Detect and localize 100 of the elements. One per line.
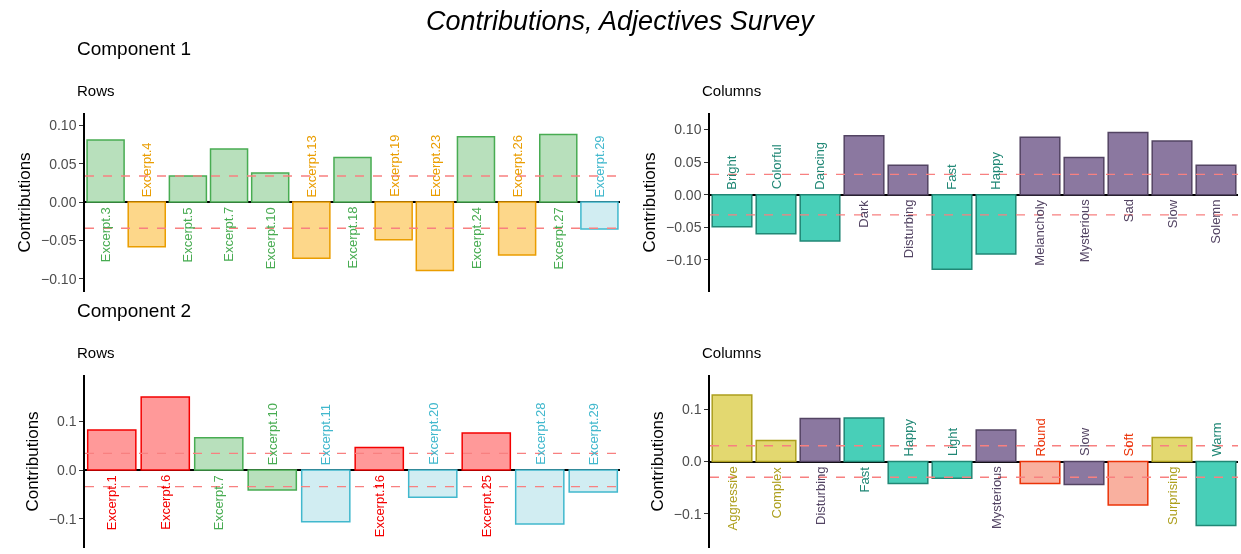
bar [1107, 131, 1149, 196]
x-tick-label: Excerpt.20 [425, 402, 441, 465]
chart-subtitle: Columns [702, 344, 762, 361]
x-tick-label: Excerpt.6 [157, 474, 173, 530]
x-tick-label: Fast [944, 163, 960, 190]
x-tick-label: Colorful [768, 144, 784, 190]
y-tick-label: 0.10 [49, 117, 77, 134]
y-tick-label: 0.10 [674, 121, 702, 138]
bar [86, 139, 125, 203]
y-tick-label: 0.1 [56, 413, 77, 430]
x-tick-label: Excerpt.16 [372, 475, 388, 538]
bar [1151, 436, 1193, 463]
x-tick-label: Light [945, 427, 960, 456]
bar [975, 193, 1017, 255]
bar [514, 469, 565, 525]
chart-title: Component 2 [77, 300, 192, 321]
x-tick-label: Excerpt.29 [592, 135, 608, 198]
bar [755, 439, 797, 463]
bar [1019, 460, 1061, 485]
x-tick-label: Slow [1077, 427, 1092, 456]
y-tick-label: 0.00 [674, 186, 702, 203]
y-tick-label: −0.05 [666, 219, 702, 236]
bar [209, 148, 249, 203]
x-tick-label: Excerpt.3 [97, 207, 113, 263]
x-tick-label: Soft [1120, 432, 1136, 457]
y-tick-label: 0.00 [49, 194, 77, 211]
x-tick-label: Round [1032, 418, 1048, 457]
bar [374, 201, 413, 241]
bar [1063, 156, 1105, 196]
bar [580, 201, 619, 230]
x-tick-label: Sad [1120, 199, 1136, 223]
y-tick-label: 0.1 [681, 400, 702, 417]
x-tick-label: Dark [856, 199, 872, 228]
chart-subtitle: Rows [77, 82, 115, 99]
bar [497, 201, 537, 256]
bar [975, 429, 1017, 463]
x-tick-label: Excerpt.27 [551, 207, 567, 270]
x-tick-label: Excerpt.13 [304, 135, 320, 198]
bar [461, 432, 512, 471]
bar [456, 136, 496, 203]
bar [1151, 140, 1193, 196]
bar [140, 396, 191, 471]
bar [931, 460, 973, 480]
bar [843, 135, 885, 196]
y-axis-title: Contributions [640, 152, 660, 253]
x-tick-label: Excerpt.19 [386, 134, 402, 197]
x-tick-label: Excerpt.4 [139, 142, 155, 198]
bar [1107, 460, 1149, 506]
bar [292, 201, 331, 259]
bar [86, 429, 137, 471]
bar [247, 469, 298, 491]
bar [887, 460, 929, 485]
bar [799, 193, 841, 242]
x-tick-label: Happy [900, 418, 916, 457]
x-tick-label: Excerpt.11 [318, 404, 334, 466]
x-tick-label: Excerpt.7 [221, 206, 237, 262]
bar [931, 193, 973, 270]
bar [1195, 164, 1237, 196]
bar [755, 193, 797, 235]
y-tick-label: 0.05 [674, 153, 702, 170]
bar [711, 193, 753, 228]
chart-title: Component 1 [77, 38, 192, 59]
x-tick-label: Excerpt.1 [104, 475, 120, 531]
y-tick-label: −0.1 [48, 510, 77, 527]
x-tick-label: Happy [988, 151, 1004, 190]
y-axis-title: Contributions [15, 152, 35, 253]
y-tick-label: −0.10 [41, 270, 77, 287]
text: Contributions, Adjectives Survey [426, 6, 816, 36]
x-tick-label: Excerpt.26 [510, 135, 525, 198]
bar [193, 437, 244, 471]
x-tick-label: Aggressive [724, 466, 740, 531]
x-tick-label: Disturbing [813, 466, 828, 525]
y-tick-label: 0.0 [56, 461, 77, 478]
bar [799, 417, 841, 463]
x-tick-label: Excerpt.18 [345, 206, 361, 269]
x-tick-label: Excerpt.28 [532, 402, 548, 465]
x-tick-label: Dancing [812, 141, 828, 190]
x-tick-label: Bright [724, 155, 740, 190]
y-axis-title: Contributions [647, 411, 667, 512]
bar [887, 164, 929, 196]
y-tick-label: −0.1 [673, 505, 702, 522]
bar [250, 172, 290, 203]
x-tick-label: Excerpt.10 [265, 403, 281, 466]
x-tick-label: Excerpt.23 [427, 134, 443, 197]
bar [415, 201, 455, 272]
bar [568, 469, 619, 493]
x-tick-label: Mysterious [989, 465, 1004, 529]
bar [407, 469, 458, 499]
x-tick-label: Slow [1164, 199, 1180, 229]
x-tick-label: Excerpt.5 [180, 207, 196, 263]
bar [333, 156, 372, 203]
y-tick-label: −0.05 [41, 232, 77, 249]
x-tick-label: Surprising [1165, 466, 1180, 525]
bar [539, 133, 578, 203]
x-tick-label: Warm [1208, 422, 1224, 457]
x-tick-label: Excerpt.7 [211, 475, 227, 531]
bar [711, 394, 753, 463]
x-tick-label: Excerpt.24 [468, 206, 484, 270]
bar [843, 417, 885, 463]
x-tick-label: Excerpt.29 [586, 403, 602, 466]
